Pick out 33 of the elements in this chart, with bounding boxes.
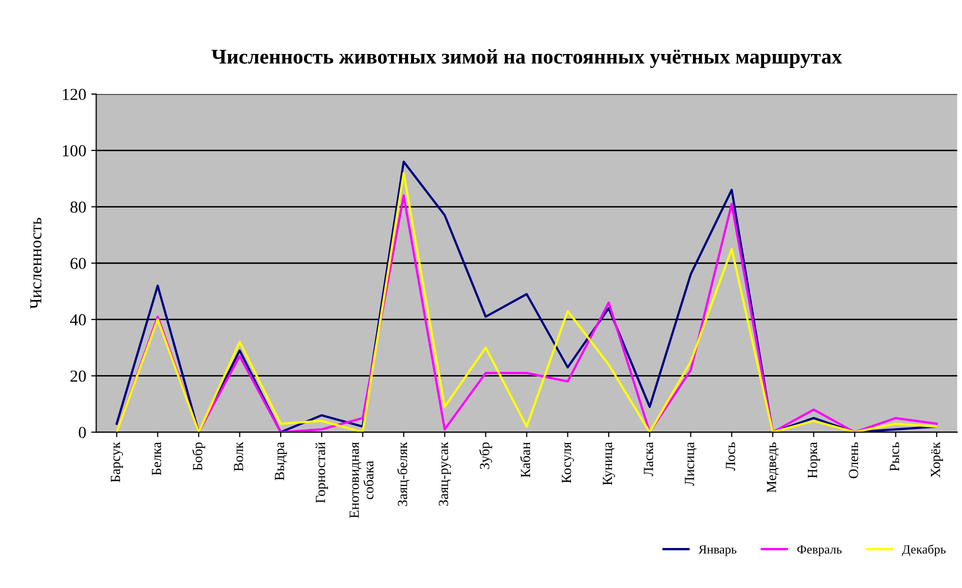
chart-title: Численность животных зимой на постоянных учётных маршрутах — [212, 49, 842, 68]
legend-label: Февраль — [797, 545, 842, 556]
x-tick-label: Зубр — [479, 442, 492, 469]
x-tick-label: Медведь — [766, 442, 779, 493]
x-tick-label: Заяц-беляк — [397, 442, 410, 506]
x-tick-label: Лось — [726, 442, 736, 471]
y-tick-label: 20 — [70, 370, 86, 382]
x-tick-label: Выдра — [274, 442, 287, 480]
x-tick-label: Кабан — [520, 442, 530, 478]
x-tick-label: Лисица — [684, 442, 697, 486]
y-tick-label: 100 — [62, 145, 86, 156]
x-tick-label: Куница — [602, 442, 615, 486]
y-tick-label: 60 — [70, 258, 86, 270]
x-tick-label: Заяц-русак — [438, 442, 451, 506]
x-tick-label: Барсук — [110, 442, 123, 482]
y-tick-label: 80 — [70, 201, 86, 213]
x-tick-label: Волк — [234, 442, 244, 472]
x-tick-label: Ласка — [644, 442, 654, 476]
x-tick-label: Горностай — [316, 442, 328, 503]
y-tick-label: 40 — [70, 314, 86, 326]
x-tick-label: Олень — [848, 442, 858, 478]
x-tick-label: Рысь — [890, 442, 900, 472]
y-tick-label: 120 — [62, 88, 86, 100]
legend-label: Декабрь — [902, 544, 946, 556]
x-tick-label: Косуля — [562, 442, 574, 483]
x-tick-label: Белка — [152, 442, 162, 476]
x-tick-label: Бобр — [192, 442, 206, 470]
x-tick-label: Енотовидная собака — [350, 442, 374, 518]
y-tick-label: 0 — [78, 426, 86, 438]
y-axis-title: Численность — [30, 218, 42, 309]
legend-label: Январь — [698, 545, 736, 556]
x-tick-label: Норка — [808, 442, 820, 478]
x-tick-label: Хорёк — [930, 442, 943, 478]
